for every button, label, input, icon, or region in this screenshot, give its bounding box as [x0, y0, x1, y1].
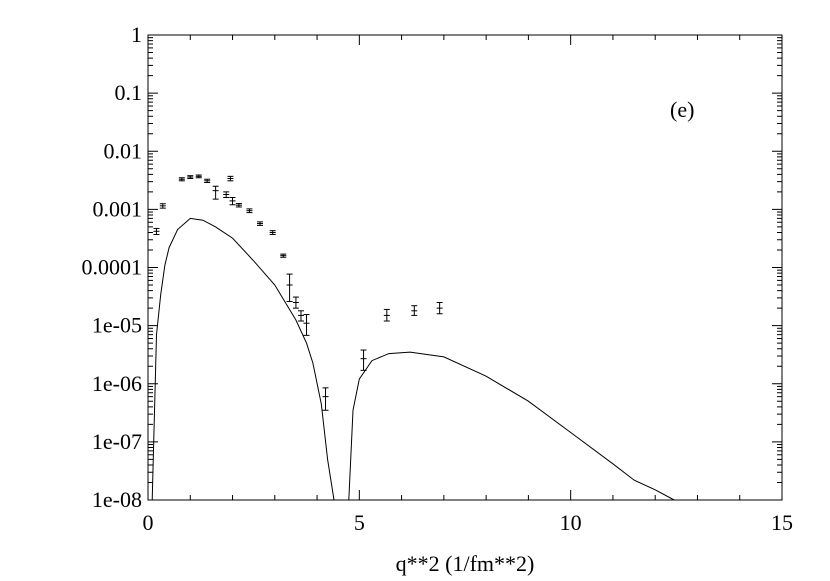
data-point — [227, 175, 234, 182]
y-tick-label: 0.001 — [93, 196, 143, 221]
data-point — [322, 387, 329, 411]
x-tick-label: 5 — [354, 510, 365, 535]
data-point — [187, 175, 194, 179]
y-tick-label: 1e-07 — [92, 429, 142, 454]
y-tick-label: 0.01 — [104, 138, 143, 163]
data-point — [257, 221, 264, 226]
data-point — [153, 227, 160, 235]
data-point — [223, 191, 230, 199]
y-tick-label: 1e-06 — [92, 371, 142, 396]
y-tick-label: 1 — [131, 22, 142, 47]
data-point — [292, 296, 299, 309]
data-point — [303, 314, 310, 336]
data-point — [204, 178, 211, 183]
y-tick-label: 1e-08 — [92, 487, 142, 512]
y-tick-label: 1e-05 — [92, 313, 142, 338]
data-point — [436, 301, 443, 315]
theory-curve — [151, 217, 675, 501]
x-axis-label: q**2 (1/fm**2) — [396, 551, 535, 576]
data-point — [411, 305, 418, 316]
data-point — [159, 203, 166, 209]
x-tick-label: 10 — [560, 510, 582, 535]
data-point — [195, 174, 202, 179]
data-point — [298, 310, 305, 322]
data-point — [229, 197, 236, 206]
y-tick-label: 0.1 — [115, 80, 143, 105]
data-point — [280, 253, 287, 258]
y-tick-label: 0.0001 — [82, 255, 143, 280]
data-point — [212, 185, 219, 200]
data-point — [360, 349, 367, 371]
data-point — [235, 203, 242, 208]
data-point — [178, 177, 185, 182]
data-point — [383, 308, 390, 322]
series-points-group — [153, 174, 443, 411]
data-point — [286, 273, 293, 303]
tick-group: 0 5 10 15 1 0.1 0.01 0.001 0.0001 1e-05 1e-06 1e-07… — [82, 22, 794, 535]
series-line-group — [151, 217, 675, 501]
data-point — [269, 230, 276, 235]
x-tick-label: 15 — [771, 510, 793, 535]
data-point — [246, 208, 253, 214]
x-tick-label: 0 — [143, 510, 154, 535]
chart-annotation: (e) — [670, 97, 694, 122]
